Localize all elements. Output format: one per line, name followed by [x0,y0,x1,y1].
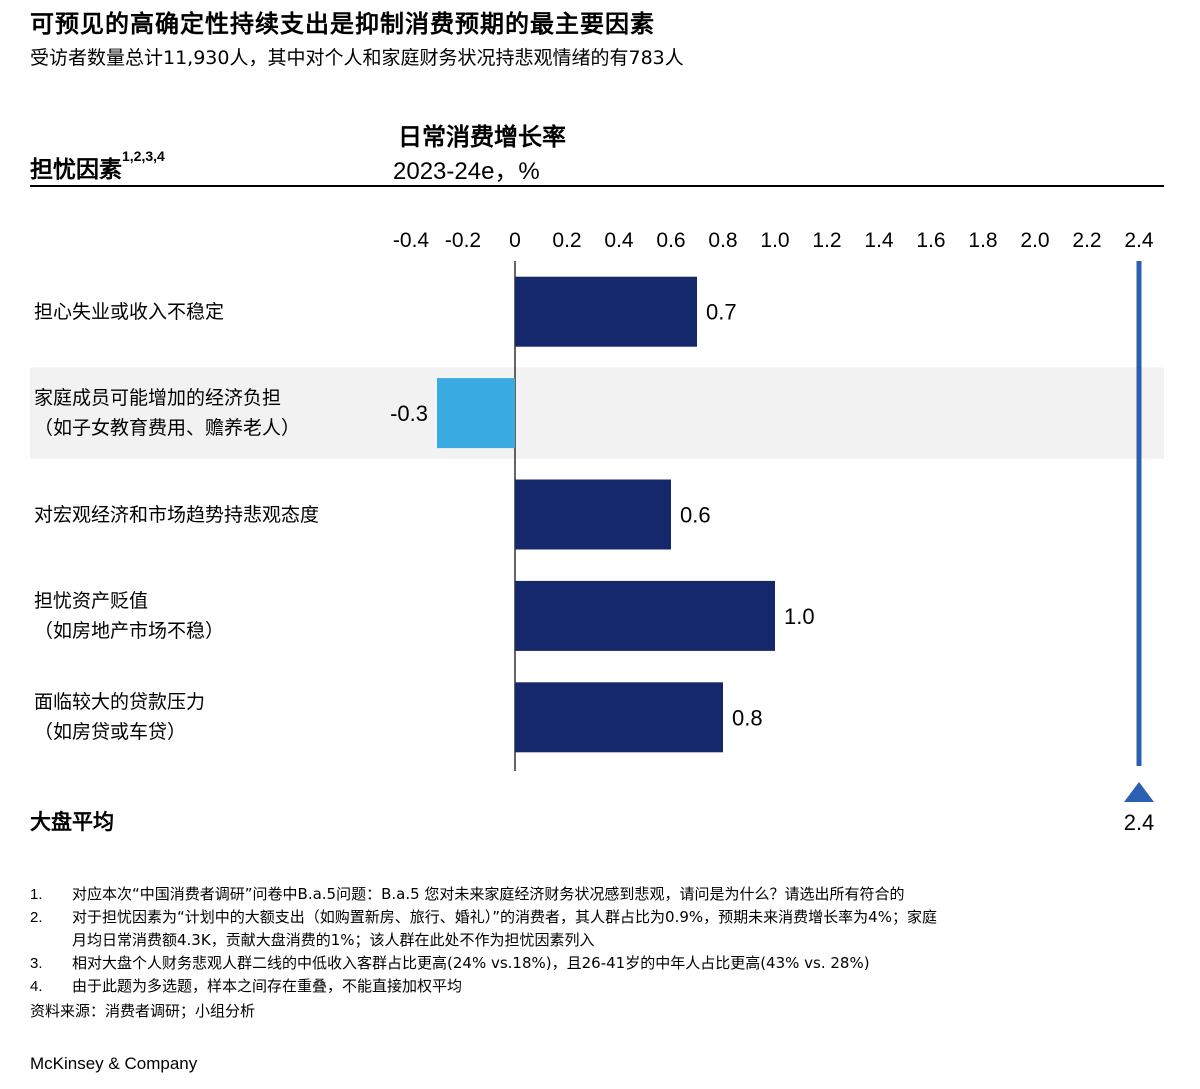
metric-unit: 2023-24e，% [393,158,540,185]
category-label-line: （如子女教育费用、赡养老人） [34,417,301,440]
brand-name: McKinsey & Company [30,1054,198,1073]
x-tick-label: 2.2 [1072,229,1101,252]
bar-value-label: 1.0 [784,604,815,629]
metric-title: 日常消费增长率 [398,123,566,151]
factor-header-text: 担忧因素 [30,157,122,183]
category-label-line: 担心失业或收入不稳定 [34,300,225,323]
footnote-number: 1. [30,886,43,903]
x-tick-label: 1.2 [812,229,841,252]
footnote-number: 3. [30,955,43,972]
category-label: 担忧资产贬值 （如房地产市场不稳） [34,586,224,646]
footnote-number: 2. [30,909,43,926]
footnote-text: 月均日常消费额4.3K，贡献大盘消费的1%；该人群在此处不作为担忧因素列入 [72,931,595,949]
source-note: 资料来源：消费者调研；小组分析 [30,1002,256,1020]
footnote-line: 2. 对于担忧因素为“计划中的大额支出（如购置新房、旅行、婚礼）”的消费者，其人群… [30,907,937,928]
bar [437,378,515,449]
x-tick-label: 2.4 [1124,229,1154,252]
page-title: 可预见的高确定性持续支出是抑制消费预期的最主要因素 [30,10,655,38]
bar [515,276,697,347]
category-label-line: 面临较大的贷款压力 [34,691,206,714]
category-label-line: 担忧资产贬值 [34,589,149,612]
bar-value-label: 0.8 [732,705,763,730]
x-tick-label: 0.8 [708,229,737,252]
footnote-number: 4. [30,978,43,995]
category-label: 担心失业或收入不稳定 [34,297,224,327]
bar-value-label: 0.6 [680,503,711,528]
x-tick-label: 2.0 [1020,229,1049,252]
category-label: 面临较大的贷款压力 （如房贷或车贷） [34,687,205,747]
highlight-band [30,367,1164,459]
footnote-line: 3. 相对大盘个人财务悲观人群二线的中低收入客群占比更高(24% vs.18%)，… [30,953,870,974]
header-divider [30,185,1164,187]
x-tick-label: 0.2 [552,229,581,252]
reference-marker-icon [1124,782,1154,802]
bar-value-label: -0.3 [390,401,428,426]
x-tick-label: 1.8 [968,229,997,252]
bar [515,580,775,651]
x-tick-label: 0.6 [656,229,685,252]
category-label-line: （如房地产市场不稳） [34,619,225,642]
footnote-text: 对于担忧因素为“计划中的大额支出（如购置新房、旅行、婚礼）”的消费者，其人群占比… [72,908,937,926]
footnote-line: 4. 由于此题为多选题，样本之间存在重叠，不能直接加权平均 [30,976,462,997]
reference-label: 大盘平均 [30,810,114,834]
footnote-text: 对应本次“中国消费者调研”问卷中B.a.5问题：B.a.5 您对未来家庭经济财务… [72,885,905,903]
x-tick-label: 1.0 [760,229,789,252]
category-label-line: （如房贷或车贷） [34,721,187,744]
x-tick-label: 1.6 [916,229,945,252]
footnote-line: 1. 对应本次“中国消费者调研”问卷中B.a.5问题：B.a.5 您对未来家庭经济… [30,884,904,905]
bar [515,479,671,550]
category-label: 对宏观经济和市场趋势持悲观态度 [34,500,319,530]
footnote-line: 月均日常消费额4.3K，贡献大盘消费的1%；该人群在此处不作为担忧因素列入 [30,930,595,951]
x-tick-label: 0 [509,229,521,252]
bar [515,682,723,753]
subtitle: 受访者数量总计11,930人，其中对个人和家庭财务状况持悲观情绪的有783人 [30,47,684,69]
x-tick-label: 0.4 [604,229,634,252]
category-label: 家庭成员可能增加的经济负担 （如子女教育费用、赡养老人） [34,383,300,443]
reference-value-label: 2.4 [1124,810,1155,835]
x-tick-label: -0.2 [445,229,481,252]
category-label-line: 对宏观经济和市场趋势持悲观态度 [34,503,320,526]
x-tick-label: 1.4 [864,229,894,252]
factor-header-superscript: 1,2,3,4 [122,148,165,164]
category-label-line: 家庭成员可能增加的经济负担 [34,387,282,410]
footnote-text: 相对大盘个人财务悲观人群二线的中低收入客群占比更高(24% vs.18%)，且2… [72,954,870,972]
x-tick-label: -0.4 [393,229,430,252]
bar-value-label: 0.7 [706,300,737,325]
factor-header: 担忧因素1,2,3,4 [30,148,165,184]
footnote-text: 由于此题为多选题，样本之间存在重叠，不能直接加权平均 [72,977,463,995]
